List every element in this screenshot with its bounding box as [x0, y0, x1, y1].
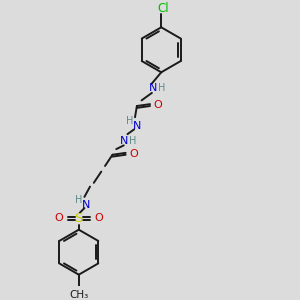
Text: O: O	[55, 213, 64, 224]
Text: O: O	[153, 100, 162, 110]
Text: CH₃: CH₃	[69, 290, 88, 300]
Text: N: N	[82, 200, 91, 210]
Text: N: N	[148, 83, 157, 93]
Text: H: H	[128, 136, 136, 146]
Text: H: H	[75, 195, 82, 205]
Text: N: N	[120, 136, 128, 146]
Text: O: O	[94, 213, 103, 224]
Text: O: O	[130, 149, 138, 159]
Text: N: N	[133, 121, 141, 131]
Text: Cl: Cl	[157, 2, 169, 15]
Text: H: H	[158, 83, 165, 93]
Text: H: H	[126, 116, 133, 126]
Text: S: S	[75, 212, 83, 225]
